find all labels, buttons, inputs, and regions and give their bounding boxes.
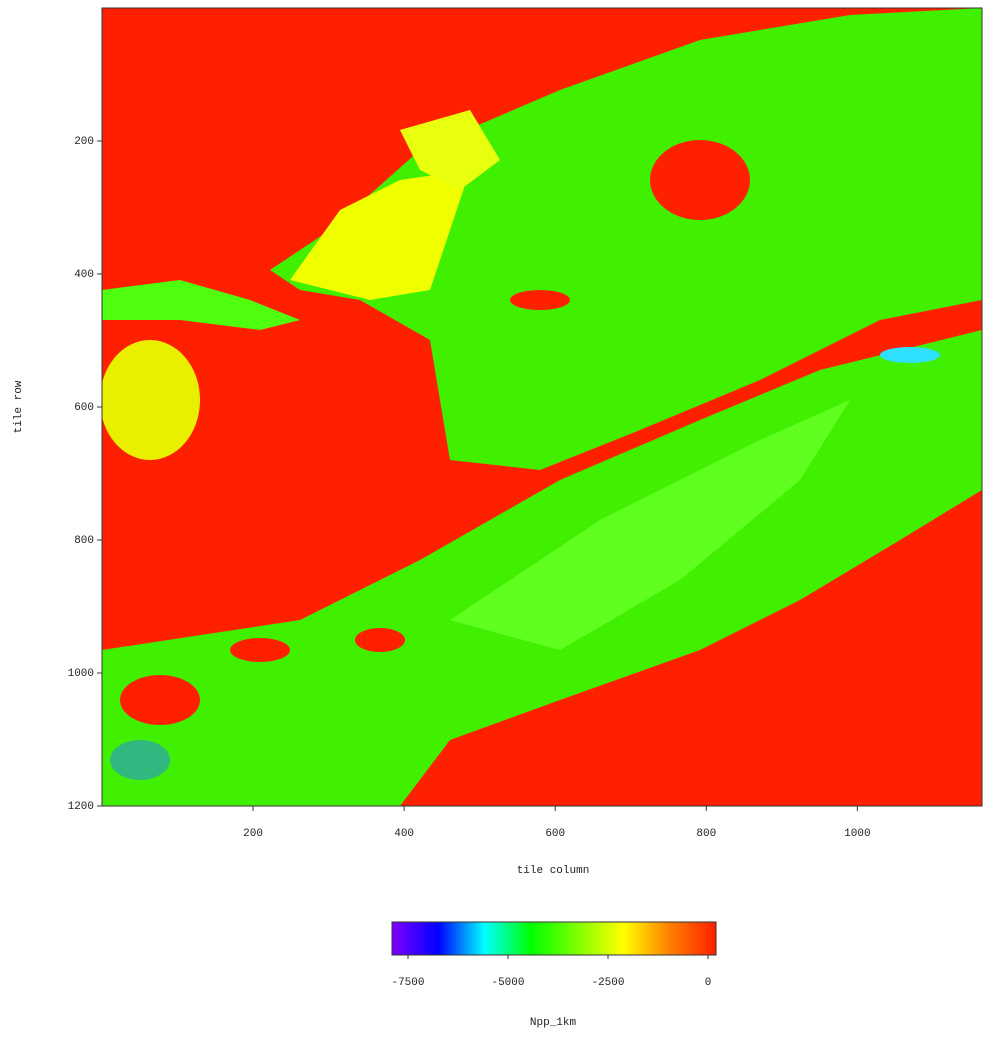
heatmap-region	[102, 340, 200, 460]
heatmap-region	[290, 170, 470, 300]
colorbar-tick-label: -7500	[391, 977, 424, 989]
colorbar-tick-label: -5000	[491, 977, 524, 989]
heatmap-region	[400, 110, 500, 190]
heatmap-region	[510, 290, 570, 310]
y-tick-label: 1000	[68, 668, 94, 680]
x-axis-label: tile column	[517, 865, 590, 877]
colorbar-tick-label: 0	[705, 977, 712, 989]
y-axis-label: tile row	[13, 380, 25, 433]
x-tick-label: 1000	[844, 828, 870, 840]
x-tick-label: 800	[696, 828, 716, 840]
y-tick-label: 1200	[68, 801, 94, 813]
y-tick-label: 200	[74, 136, 94, 148]
heatmap-region	[102, 280, 300, 330]
colorbar-tick-label: -2500	[591, 977, 624, 989]
x-tick-label: 400	[394, 828, 414, 840]
heatmap-image	[102, 8, 982, 806]
heatmap-region	[880, 347, 940, 363]
x-tick-label: 200	[243, 828, 263, 840]
heatmap-region	[110, 740, 170, 780]
colorbar	[391, 921, 717, 956]
y-tick-label: 400	[74, 269, 94, 281]
heatmap-region	[230, 638, 290, 662]
heatmap-region	[450, 400, 850, 650]
heatmap-region	[355, 628, 405, 652]
heatmap-region	[120, 675, 200, 725]
y-tick-label: 800	[74, 535, 94, 547]
colorbar-label: Npp_1km	[530, 1017, 577, 1029]
heatmap-region	[650, 140, 750, 220]
x-tick-label: 600	[545, 828, 565, 840]
y-tick-label: 600	[74, 402, 94, 414]
heatmap-region	[270, 8, 982, 470]
